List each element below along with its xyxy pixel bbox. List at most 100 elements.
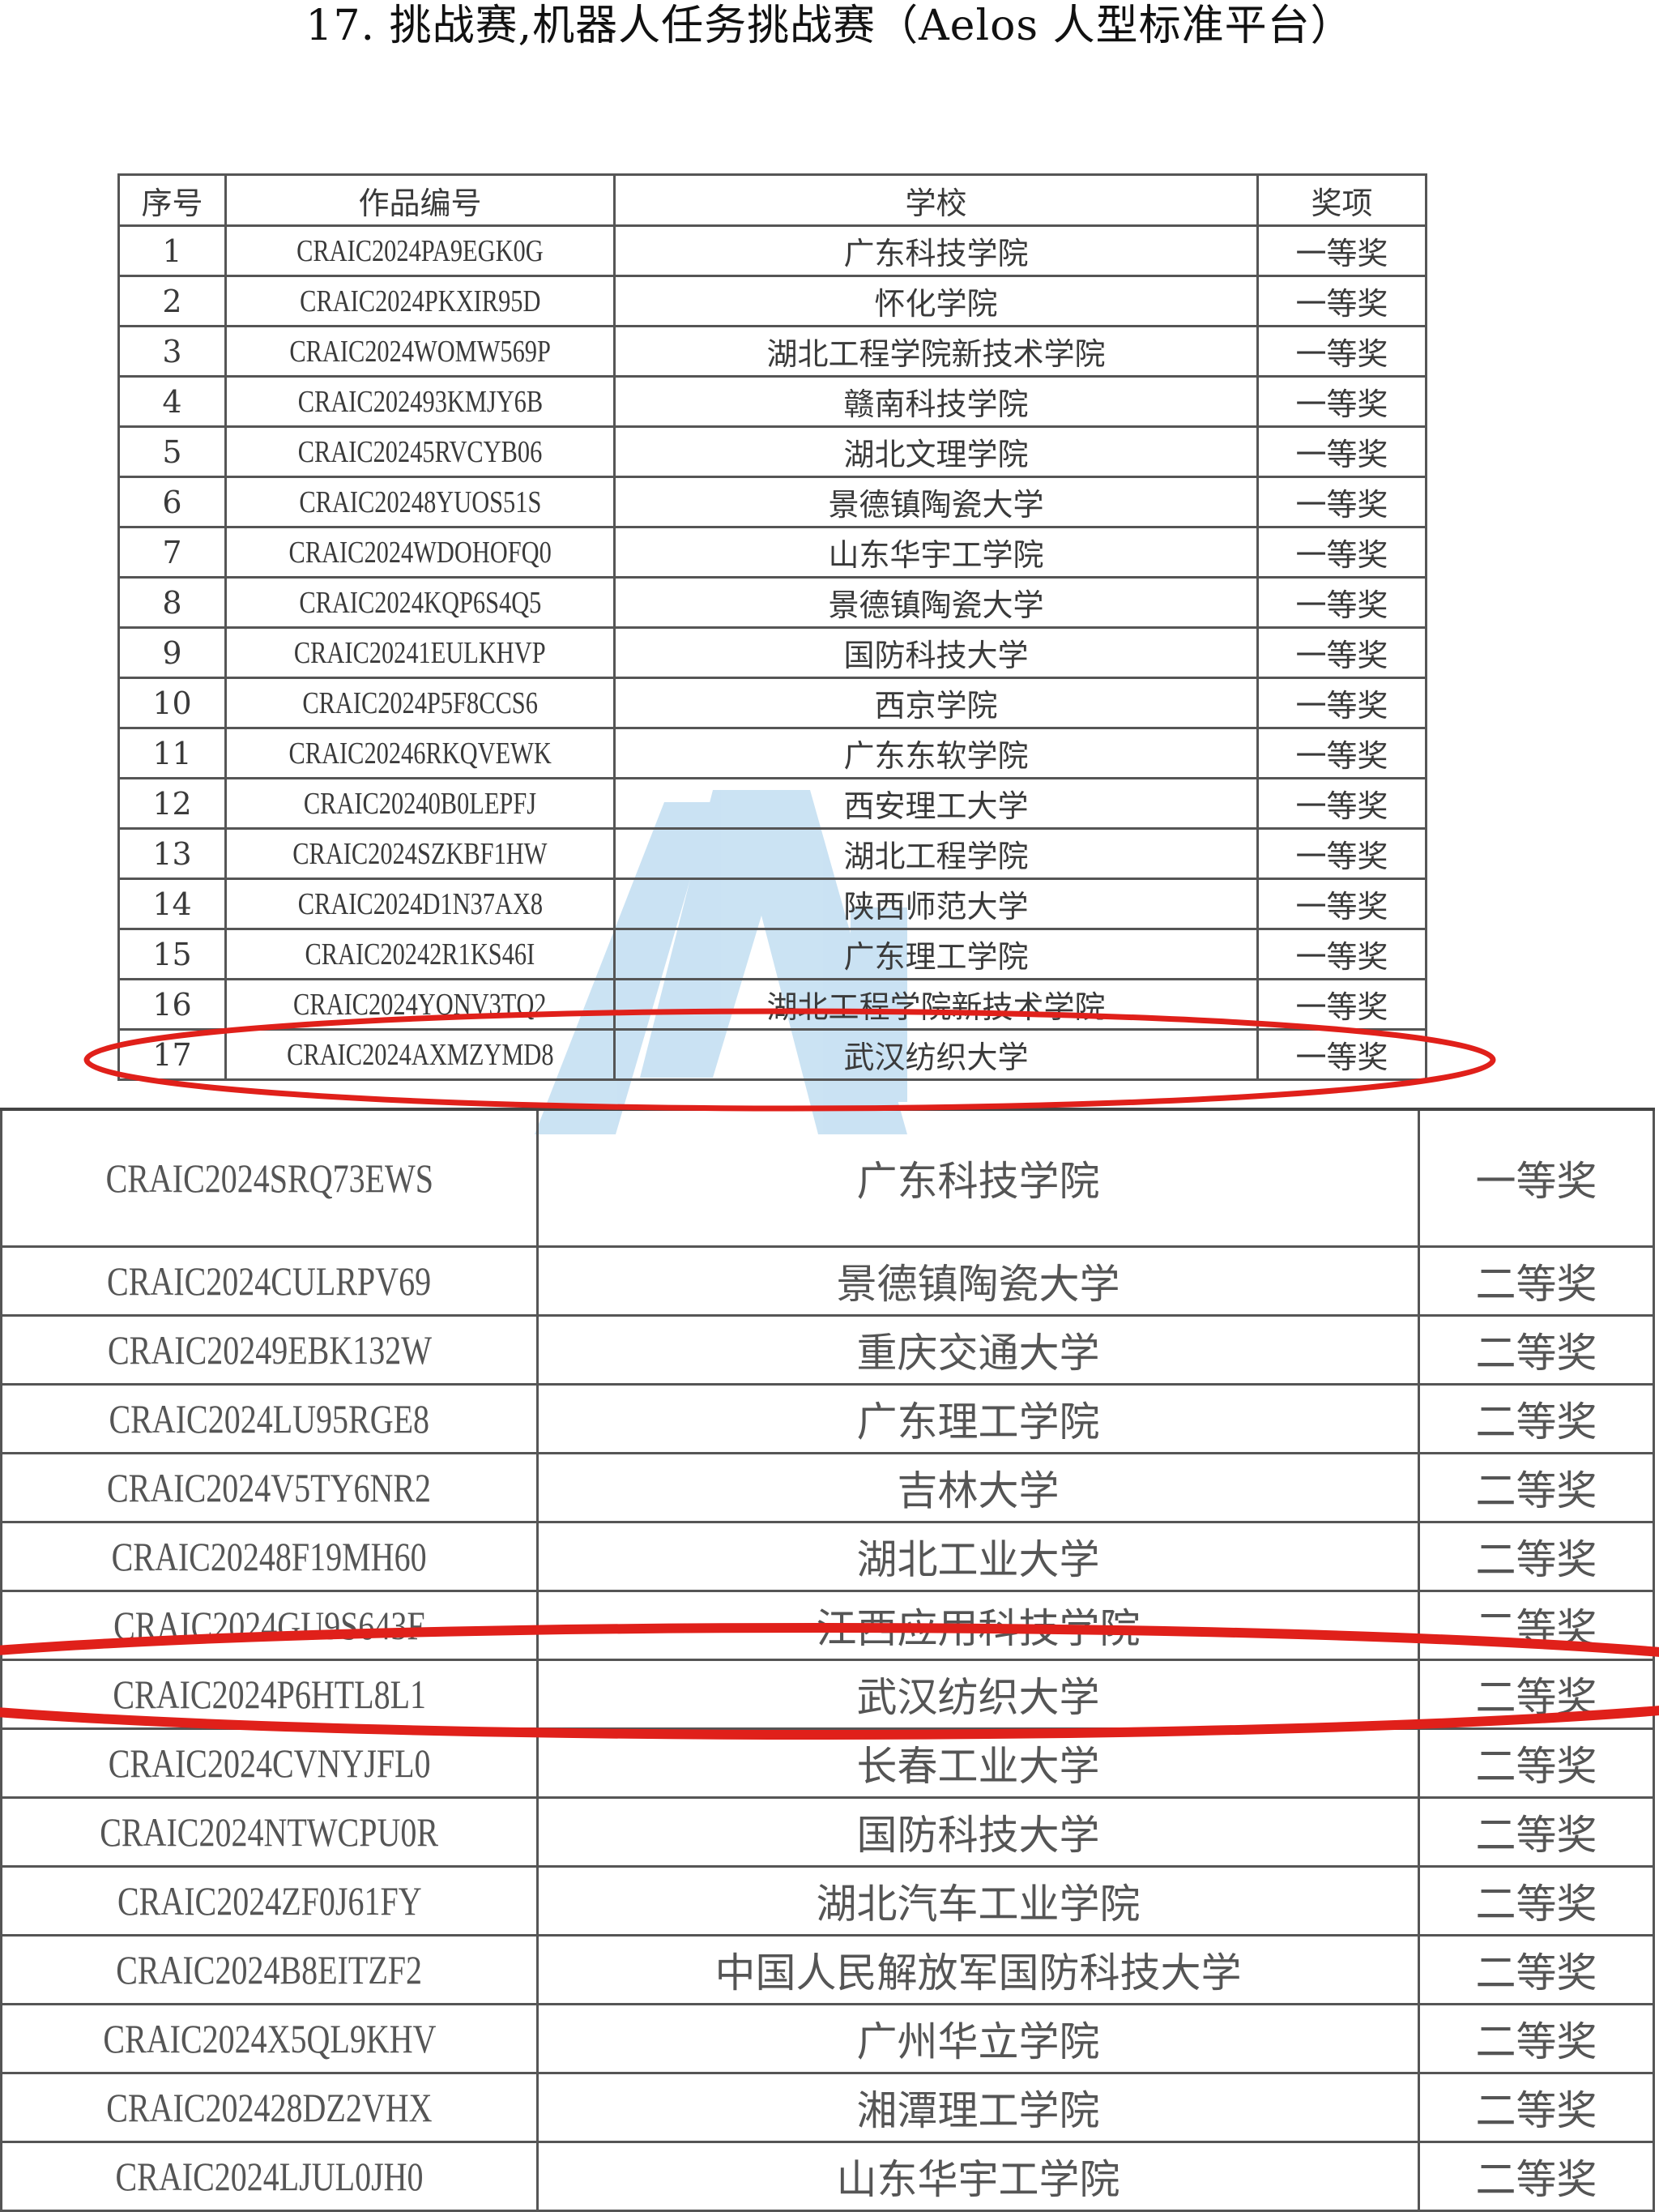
- school-cell: 广东科技学院: [536, 1108, 1420, 1248]
- school: 赣南科技学院: [843, 386, 1029, 422]
- row-number-cell: 2: [117, 275, 227, 327]
- school: 国防科技大学: [843, 638, 1029, 673]
- award: 二等奖: [1475, 1812, 1597, 1859]
- row-number-cell: 6: [117, 476, 227, 528]
- row-number-cell: 13: [117, 827, 227, 880]
- entry-code-cell: CRAIC2024PA9EGK0G: [224, 224, 616, 277]
- school: 中国人民解放军国防科技大学: [714, 1949, 1242, 1996]
- school-cell: 国防科技大学: [613, 626, 1259, 679]
- award: 二等奖: [1475, 2087, 1597, 2134]
- entry-code-cell: CRAIC2024X5QL9KHV: [0, 2003, 539, 2074]
- entry-code: CRAIC2024GU9S643F: [113, 1603, 425, 1648]
- entry-code: CRAIC2024AXMZYMD8: [286, 1038, 554, 1072]
- entry-code: CRAIC2024KQP6S4Q5: [298, 586, 541, 620]
- school-cell: 长春工业大学: [536, 1727, 1420, 1799]
- award-cell: 一等奖: [1256, 978, 1427, 1031]
- entry-code-cell: CRAIC2024YONV3TQ2: [224, 978, 616, 1031]
- entry-code: CRAIC2024LU95RGE8: [109, 1396, 430, 1441]
- award-cell: 一等奖: [1256, 425, 1427, 478]
- school-cell: 国防科技大学: [536, 1796, 1420, 1868]
- entry-code-cell: CRAIC2024NTWCPU0R: [0, 1796, 539, 1868]
- row-number: 3: [162, 333, 182, 369]
- entry-code: CRAIC2024SZKBF1HW: [292, 837, 548, 871]
- school: 山东华宇工学院: [828, 537, 1044, 573]
- award-cell: 一等奖: [1256, 325, 1427, 378]
- award-cell: 一等奖: [1256, 1028, 1427, 1081]
- school-cell: 广东理工学院: [613, 928, 1259, 980]
- award-cell: 二等奖: [1418, 2141, 1655, 2212]
- school: 湖北工程学院: [843, 839, 1029, 874]
- school: 景德镇陶瓷大学: [828, 487, 1044, 523]
- row-number: 13: [152, 835, 192, 872]
- award: 一等奖: [1295, 889, 1388, 925]
- entry-code: CRAIC202493KMJY6B: [297, 385, 543, 419]
- award-table-bottom: CRAIC2024SRQ73EWS 广东科技学院 一等奖 CRAIC2024CULRP…: [0, 1108, 1655, 2212]
- school: 西京学院: [874, 688, 998, 724]
- award-cell: 一等奖: [1256, 727, 1427, 779]
- award: 二等奖: [1475, 1605, 1597, 1652]
- row-number: 7: [162, 534, 182, 570]
- entry-code-cell: CRAIC2024GU9S643F: [0, 1590, 539, 1661]
- award: 一等奖: [1295, 286, 1388, 322]
- school-cell: 江西应用科技学院: [536, 1590, 1420, 1661]
- school: 湖北文理学院: [843, 437, 1029, 472]
- entry-code: CRAIC202428DZ2VHX: [106, 2085, 433, 2130]
- entry-code-cell: CRAIC202428DZ2VHX: [0, 2072, 539, 2143]
- row-number: 8: [162, 584, 182, 621]
- award-cell: 二等奖: [1418, 1727, 1655, 1799]
- row-number: 5: [162, 433, 182, 470]
- school-cell: 西安理工大学: [613, 777, 1259, 830]
- school: 湖北工程学院新技术学院: [766, 989, 1106, 1025]
- award-cell: 一等奖: [1418, 1108, 1655, 1248]
- entry-code: CRAIC2024PKXIR95D: [299, 284, 541, 318]
- award-cell: 一等奖: [1256, 224, 1427, 277]
- entry-code-cell: CRAIC20249EBK132W: [0, 1314, 539, 1386]
- award: 一等奖: [1295, 989, 1388, 1025]
- entry-code: CRAIC2024NTWCPU0R: [100, 1809, 439, 1855]
- school-cell: 广东东软学院: [613, 727, 1259, 779]
- row-number: 9: [162, 634, 182, 671]
- entry-code: CRAIC2024LJUL0JH0: [115, 2154, 424, 2199]
- table-row: CRAIC2024X5QL9KHV 广州华立学院 二等奖: [0, 2003, 1655, 2074]
- school: 重庆交通大学: [856, 1330, 1100, 1377]
- award: 一等奖: [1295, 236, 1388, 271]
- entry-code-cell: CRAIC20241EULKHVP: [224, 626, 616, 679]
- entry-code-cell: CRAIC20245RVCYB06: [224, 425, 616, 478]
- table-header-row: 序号 作品编号 学校 奖项: [117, 173, 1427, 227]
- school: 景德镇陶瓷大学: [828, 587, 1044, 623]
- row-number: 15: [152, 936, 192, 972]
- table-row: 8 CRAIC2024KQP6S4Q5 景德镇陶瓷大学 一等奖: [117, 576, 1427, 629]
- award: 一等奖: [1295, 1040, 1388, 1075]
- school-cell: 山东华宇工学院: [536, 2141, 1420, 2212]
- school-cell: 湖北工业大学: [536, 1521, 1420, 1592]
- table-row: 11 CRAIC20246RKQVEWK 广东东软学院 一等奖: [117, 727, 1427, 779]
- award-cell: 二等奖: [1418, 1796, 1655, 1868]
- school-cell: 武汉纺织大学: [613, 1028, 1259, 1081]
- award-cell: 一等奖: [1256, 375, 1427, 428]
- table-row: 3 CRAIC2024WOMW569P 湖北工程学院新技术学院 一等奖: [117, 325, 1427, 378]
- table-row: CRAIC2024ZF0J61FY 湖北汽车工业学院 二等奖: [0, 1865, 1655, 1937]
- row-number-cell: 4: [117, 375, 227, 428]
- table-row: CRAIC2024V5TY6NR2 吉林大学 二等奖: [0, 1452, 1655, 1523]
- row-number-cell: 9: [117, 626, 227, 679]
- table-row: 17 CRAIC2024AXMZYMD8 武汉纺织大学 一等奖: [117, 1028, 1427, 1081]
- entry-code: CRAIC20248F19MH60: [112, 1534, 427, 1579]
- entry-code-cell: CRAIC2024CVNYJFL0: [0, 1727, 539, 1799]
- school: 江西应用科技学院: [816, 1605, 1141, 1652]
- entry-code-cell: CRAIC2024P6HTL8L1: [0, 1659, 539, 1730]
- table-row: CRAIC2024P6HTL8L1 武汉纺织大学 二等奖: [0, 1659, 1655, 1730]
- school-cell: 景德镇陶瓷大学: [613, 576, 1259, 629]
- school-cell: 山东华宇工学院: [613, 526, 1259, 579]
- table-row: CRAIC20248F19MH60 湖北工业大学 二等奖: [0, 1521, 1655, 1592]
- school: 广州华立学院: [856, 2018, 1100, 2065]
- school: 湖北工程学院新技术学院: [766, 336, 1106, 372]
- award-cell: 二等奖: [1418, 1452, 1655, 1523]
- row-number-cell: 17: [117, 1028, 227, 1081]
- award: 二等奖: [1475, 1674, 1597, 1721]
- row-number: 14: [152, 886, 192, 922]
- table-row: CRAIC202428DZ2VHX 湘潭理工学院 二等奖: [0, 2072, 1655, 2143]
- award: 二等奖: [1475, 1330, 1597, 1377]
- award-cell: 一等奖: [1256, 928, 1427, 980]
- row-number-cell: 3: [117, 325, 227, 378]
- award: 二等奖: [1475, 1467, 1597, 1514]
